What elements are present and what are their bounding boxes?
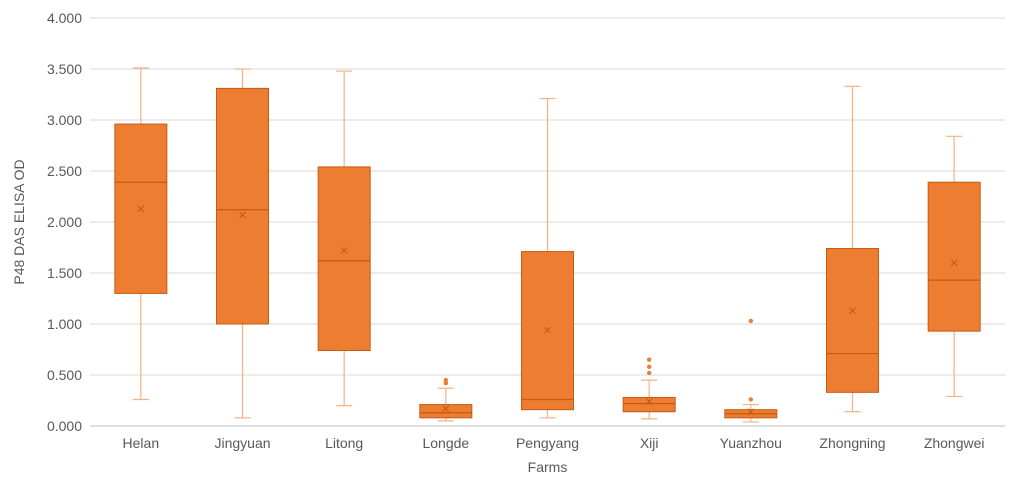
mean-marker-stroke: [239, 211, 246, 219]
mean-marker-stroke: [137, 205, 145, 213]
y-tick-label: 1.500: [47, 265, 82, 281]
x-tick-label: Jingyuan: [214, 435, 270, 451]
iqr-box: [419, 404, 473, 419]
outlier-point: [443, 380, 449, 386]
mean-marker-stroke: [747, 408, 755, 416]
mean-marker-stroke: [544, 326, 551, 334]
box-jingyuan: [216, 68, 269, 419]
mean-marker-stroke: [950, 259, 958, 267]
box-pengyang: [521, 97, 574, 419]
box-zhongwei: [927, 135, 981, 398]
mean-marker: [442, 405, 450, 413]
y-axis-title: P48 DAS ELISA OD: [11, 159, 27, 284]
iqr-box: [927, 181, 981, 332]
outlier-point: [646, 357, 652, 362]
x-tick-label: Zhongwei: [924, 435, 985, 451]
mean-marker: [849, 307, 856, 315]
x-axis-tick-labels: Helan Jingyuan Litong Longde Pengyang Xiji Yua…: [123, 435, 985, 451]
mean-marker: [137, 205, 145, 213]
outlier-point: [646, 364, 652, 370]
y-axis-tick-labels: 0.000 0.500 1.000 1.500 2.000 2.500 3.000 3.500…: [47, 10, 82, 434]
outlier-point: [748, 318, 754, 324]
box-longde: [419, 377, 473, 422]
mean-marker: [645, 398, 653, 405]
mean-marker: [747, 408, 755, 416]
mean-marker: [239, 211, 246, 219]
mean-marker-stroke: [442, 405, 450, 413]
mean-marker: [544, 326, 551, 334]
y-tick-label: 1.000: [47, 316, 82, 332]
x-tick-label: Yuanzhou: [720, 435, 782, 451]
x-tick-label: Longde: [422, 435, 469, 451]
mean-marker-stroke: [645, 398, 653, 405]
y-tick-label: 0.000: [47, 418, 82, 434]
y-tick-label: 2.500: [47, 163, 82, 179]
iqr-box: [216, 87, 269, 325]
box-helan: [114, 67, 168, 401]
y-tick-label: 2.000: [47, 214, 82, 230]
x-tick-label: Zhongning: [819, 435, 885, 451]
mean-marker-stroke: [849, 307, 856, 315]
box-yuanzhou: [724, 318, 778, 423]
box-zhongning: [826, 85, 879, 413]
mean-marker-stroke: [340, 247, 348, 254]
outlier-point: [748, 397, 754, 402]
x-tick-label: Helan: [123, 435, 160, 451]
x-tick-label: Xiji: [640, 435, 659, 451]
box-xiji: [622, 357, 676, 420]
x-axis-title: Farms: [528, 459, 568, 475]
iqr-box: [826, 248, 879, 393]
y-tick-label: 3.500: [47, 61, 82, 77]
box-series: [114, 67, 981, 423]
y-tick-label: 4.000: [47, 10, 82, 26]
mean-marker: [340, 247, 348, 254]
outlier-point: [646, 370, 652, 376]
x-tick-label: Litong: [325, 435, 363, 451]
mean-marker: [950, 259, 958, 267]
box-litong: [317, 70, 371, 407]
y-tick-label: 0.500: [47, 367, 82, 383]
iqr-box: [622, 396, 676, 413]
y-tick-label: 3.000: [47, 112, 82, 128]
outlier-point: [443, 377, 449, 383]
iqr-box: [317, 166, 371, 352]
x-tick-label: Pengyang: [516, 435, 579, 451]
